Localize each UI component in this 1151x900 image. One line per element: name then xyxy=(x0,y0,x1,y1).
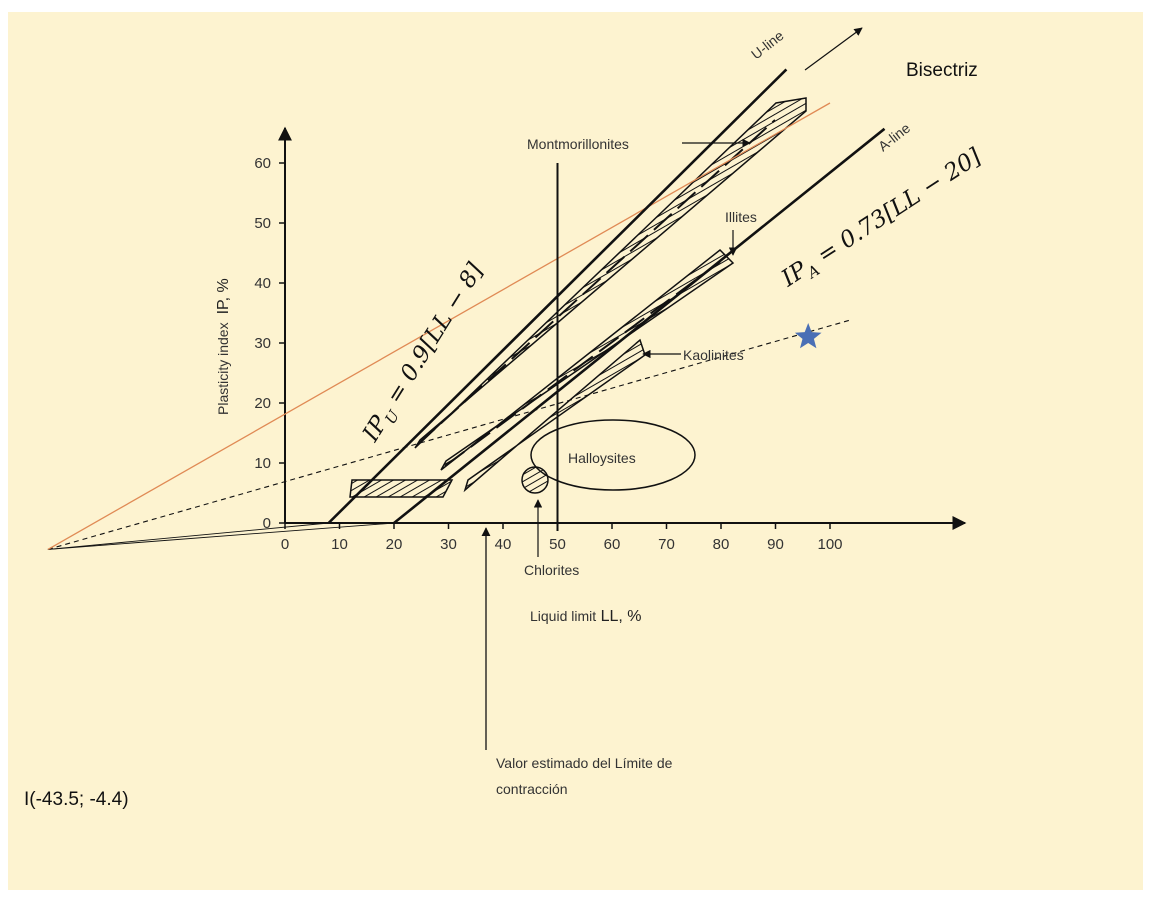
bisectriz-line xyxy=(47,102,831,550)
x-tick-label: 90 xyxy=(767,536,784,553)
y-tick-label: 0 xyxy=(263,515,271,532)
chart-paper xyxy=(8,12,1143,890)
x-axis-label: Liquid limit LL, % xyxy=(530,608,642,625)
region-low-plasticity-band xyxy=(349,479,454,498)
region-montmorillonites xyxy=(414,97,807,449)
u-line-extension-arrow xyxy=(804,27,863,71)
a-line-equation: IPA = 0.73[LL − 20] xyxy=(776,144,988,296)
halloysites-label: Halloysites xyxy=(568,450,636,466)
intersection-point-label: I(-43.5; -4.4) xyxy=(24,789,129,810)
y-axis-label: Plasticity indexIP, % xyxy=(215,278,232,415)
region-chlorites xyxy=(521,466,549,557)
x-tick-label: 40 xyxy=(495,536,512,553)
shrinkage-limit-label-line2: contracción xyxy=(496,781,568,797)
illites-label: Illites xyxy=(725,209,757,225)
kaolinites-label: Kaolinites xyxy=(683,347,744,363)
x-axis: 0 10 20 30 40 50 60 70 80 90 100 xyxy=(281,516,967,553)
a-line-label: A-line xyxy=(875,120,913,155)
star-icon xyxy=(794,323,822,349)
y-tick-label: 30 xyxy=(254,335,271,352)
shrinkage-limit-label-line1: Valor estimado del Límite de xyxy=(496,755,673,771)
y-tick-label: 10 xyxy=(254,455,271,472)
a-line xyxy=(393,127,886,525)
region-illites xyxy=(440,248,735,471)
x-tick-label: 0 xyxy=(281,536,289,553)
y-tick-label: 40 xyxy=(254,275,271,292)
x-tick-label: 10 xyxy=(331,536,348,553)
y-tick-label: 20 xyxy=(254,395,271,412)
u-line-projection xyxy=(47,522,329,550)
chlorites-label: Chlorites xyxy=(524,562,579,578)
x-tick-label: 50 xyxy=(549,536,566,553)
u-line-equation: IPU = 0.9[LL − 8] xyxy=(358,259,492,449)
x-tick-label: 60 xyxy=(604,536,621,553)
x-tick-label: 20 xyxy=(386,536,403,553)
x-tick-label: 80 xyxy=(713,536,730,553)
a-line-projection xyxy=(47,522,395,550)
estimated-line-dashed xyxy=(47,319,852,550)
y-tick-label: 60 xyxy=(254,155,271,172)
y-tick-label: 50 xyxy=(254,215,271,232)
y-axis: 0 10 20 30 40 50 60 xyxy=(254,126,292,532)
x-tick-label: 70 xyxy=(658,536,675,553)
u-line-label: U-line xyxy=(748,27,787,62)
montmorillonites-label: Montmorillonites xyxy=(527,136,629,152)
x-tick-label: 30 xyxy=(440,536,457,553)
x-tick-label: 100 xyxy=(817,536,842,553)
region-halloysites xyxy=(530,419,696,491)
bisectriz-label: Bisectriz xyxy=(906,60,978,81)
